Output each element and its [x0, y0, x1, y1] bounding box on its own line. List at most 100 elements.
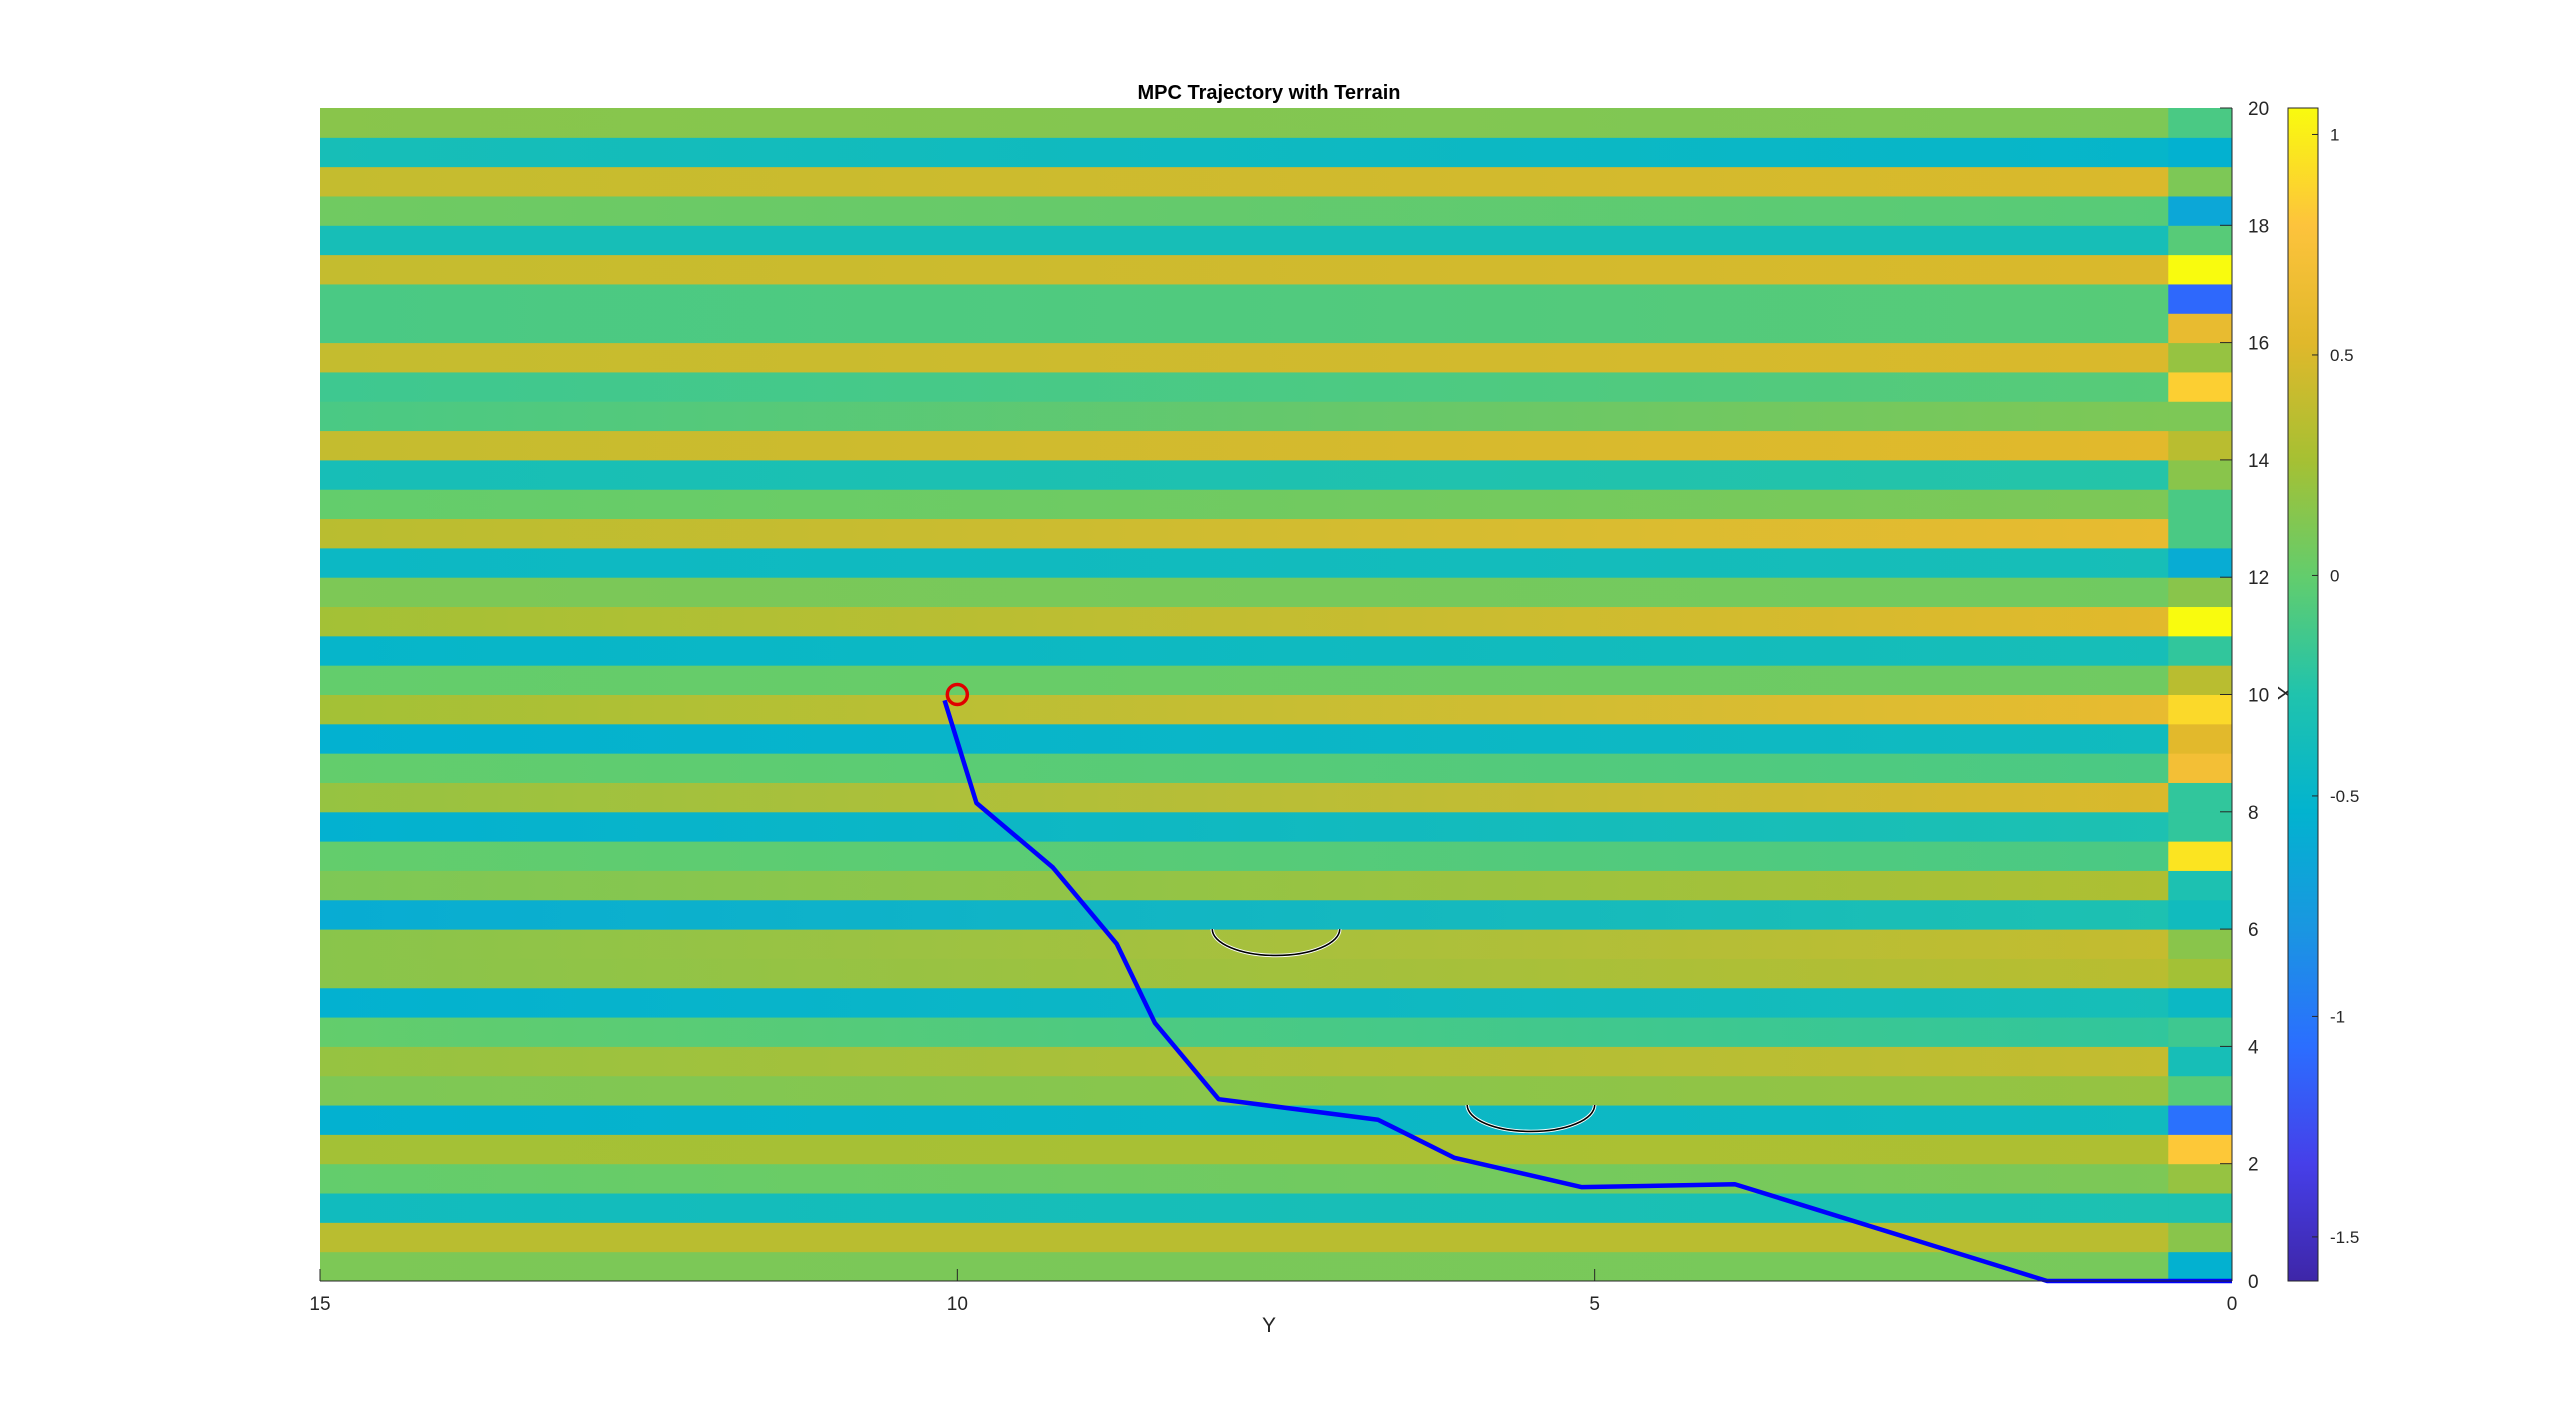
terrain-edge-cell: [2168, 723, 2232, 754]
y-tick-label: 14: [2248, 451, 2270, 472]
terrain-row: [320, 929, 2169, 959]
colorbar-tick-label: 1: [2330, 125, 2339, 144]
terrain-row: [320, 137, 2169, 168]
terrain-edge-cell: [2168, 1105, 2232, 1135]
terrain-row: [320, 166, 2169, 197]
terrain-row: [320, 313, 2169, 344]
terrain-row: [320, 694, 2169, 725]
terrain-row: [320, 577, 2169, 608]
colorbar: -1.5 -1 -0.5 0 0.5 1: [2287, 107, 2359, 1282]
terrain-row: [320, 1017, 2169, 1047]
terrain-edge-cell: [2168, 782, 2232, 813]
terrain-edge-cell: [2168, 1251, 2232, 1282]
x-tick-label: 0: [2227, 1294, 2238, 1315]
terrain-row: [320, 108, 2169, 138]
terrain-row: [320, 518, 2169, 549]
terrain-row: [320, 635, 2169, 666]
terrain-row: [320, 782, 2169, 813]
terrain-edge-cell: [2168, 313, 2232, 344]
terrain-edge-cell: [2168, 811, 2232, 842]
terrain-row: [320, 1105, 2169, 1135]
terrain-edge-cell: [2168, 1046, 2232, 1077]
colorbar-scale: [2287, 107, 2319, 1282]
terrain-edge-cell: [2168, 987, 2232, 1018]
terrain-edge-cell: [2168, 694, 2232, 725]
chart-title: MPC Trajectory with Terrain: [1137, 82, 1400, 104]
terrain-edge-cell: [2168, 635, 2232, 666]
terrain-row: [320, 1134, 2169, 1165]
terrain-edge-cell: [2168, 518, 2232, 549]
terrain-edge-cell: [2168, 1075, 2232, 1106]
terrain-edge-cell: [2168, 1163, 2232, 1194]
terrain-edge-cell: [2168, 489, 2232, 520]
terrain-edge-cell: [2168, 430, 2232, 461]
x-axis: 15 10 5 0: [309, 1269, 2237, 1315]
plot-area: [320, 108, 2232, 1284]
terrain-row: [320, 1163, 2169, 1194]
y-axis: 0 2 4 6 8 10 12 14 16 18 20: [2220, 99, 2270, 1293]
terrain-row: [320, 254, 2169, 285]
terrain-edge-cell: [2168, 108, 2232, 138]
start-marker: [945, 682, 970, 707]
x-tick-label: 10: [947, 1294, 968, 1315]
terrain-edge-cell: [2168, 753, 2232, 783]
terrain-row: [320, 723, 2169, 754]
y-tick-label: 2: [2248, 1155, 2259, 1176]
terrain-row: [320, 342, 2169, 373]
terrain-row: [320, 1193, 2169, 1223]
terrain-row: [320, 225, 2169, 256]
terrain-edge-cell: [2168, 166, 2232, 197]
y-tick-label: 20: [2248, 99, 2269, 120]
terrain-edge-cell: [2168, 371, 2232, 402]
terrain-row: [320, 430, 2169, 461]
terrain-edge-cell: [2168, 1193, 2232, 1223]
terrain-edge-cell: [2168, 841, 2232, 871]
terrain-edge-cell: [2168, 958, 2232, 989]
y-tick-label: 4: [2248, 1037, 2259, 1058]
colorbar-tick-label: -0.5: [2330, 787, 2359, 806]
terrain-row: [320, 459, 2169, 490]
terrain-row: [320, 958, 2169, 989]
terrain-edge-cell: [2168, 1222, 2232, 1253]
terrain-row: [320, 606, 2169, 637]
terrain-row: [320, 283, 2169, 314]
terrain-edge-cell: [2168, 225, 2232, 256]
y-tick-label: 8: [2248, 803, 2259, 824]
terrain-edge-cell: [2168, 195, 2232, 226]
terrain-row: [320, 1251, 2169, 1282]
terrain-row: [320, 1046, 2169, 1077]
terrain-row: [320, 899, 2169, 930]
terrain-edge-cell: [2168, 342, 2232, 373]
terrain-edge-cell: [2168, 459, 2232, 490]
x-tick-label: 5: [1589, 1294, 1600, 1315]
terrain-row: [320, 547, 2169, 578]
terrain-row: [320, 811, 2169, 842]
terrain-edge-cell: [2168, 254, 2232, 285]
terrain-row: [320, 371, 2169, 402]
terrain-edge-cell: [2168, 665, 2232, 695]
y-tick-label: 16: [2248, 334, 2269, 355]
terrain-edge-cell: [2168, 577, 2232, 608]
colorbar-tick-label: 0.5: [2330, 346, 2354, 365]
terrain-edge-cell: [2168, 283, 2232, 314]
y-tick-label: 10: [2248, 686, 2269, 707]
terrain-row: [320, 665, 2169, 695]
obstacles: [1210, 928, 1597, 1134]
terrain-row: [320, 841, 2169, 871]
terrain-row: [320, 870, 2169, 901]
colorbar-tick-label: -1: [2330, 1007, 2345, 1026]
terrain-edge-cell: [2168, 929, 2232, 959]
trajectory-line: [942, 699, 2232, 1284]
terrain-edge-cell: [2168, 870, 2232, 901]
obstacle-outline: [1211, 929, 1341, 957]
terrain-edge-cell: [2168, 606, 2232, 637]
colorbar-tick-label: 0: [2330, 566, 2339, 585]
terrain-row: [320, 195, 2169, 226]
terrain-edge-cell: [2168, 1017, 2232, 1047]
y-tick-label: 6: [2248, 920, 2259, 941]
terrain-edge-cell: [2168, 899, 2232, 930]
y-tick-label: 18: [2248, 216, 2269, 237]
x-axis-label: Y: [1262, 1314, 1276, 1337]
terrain-row: [320, 489, 2169, 520]
